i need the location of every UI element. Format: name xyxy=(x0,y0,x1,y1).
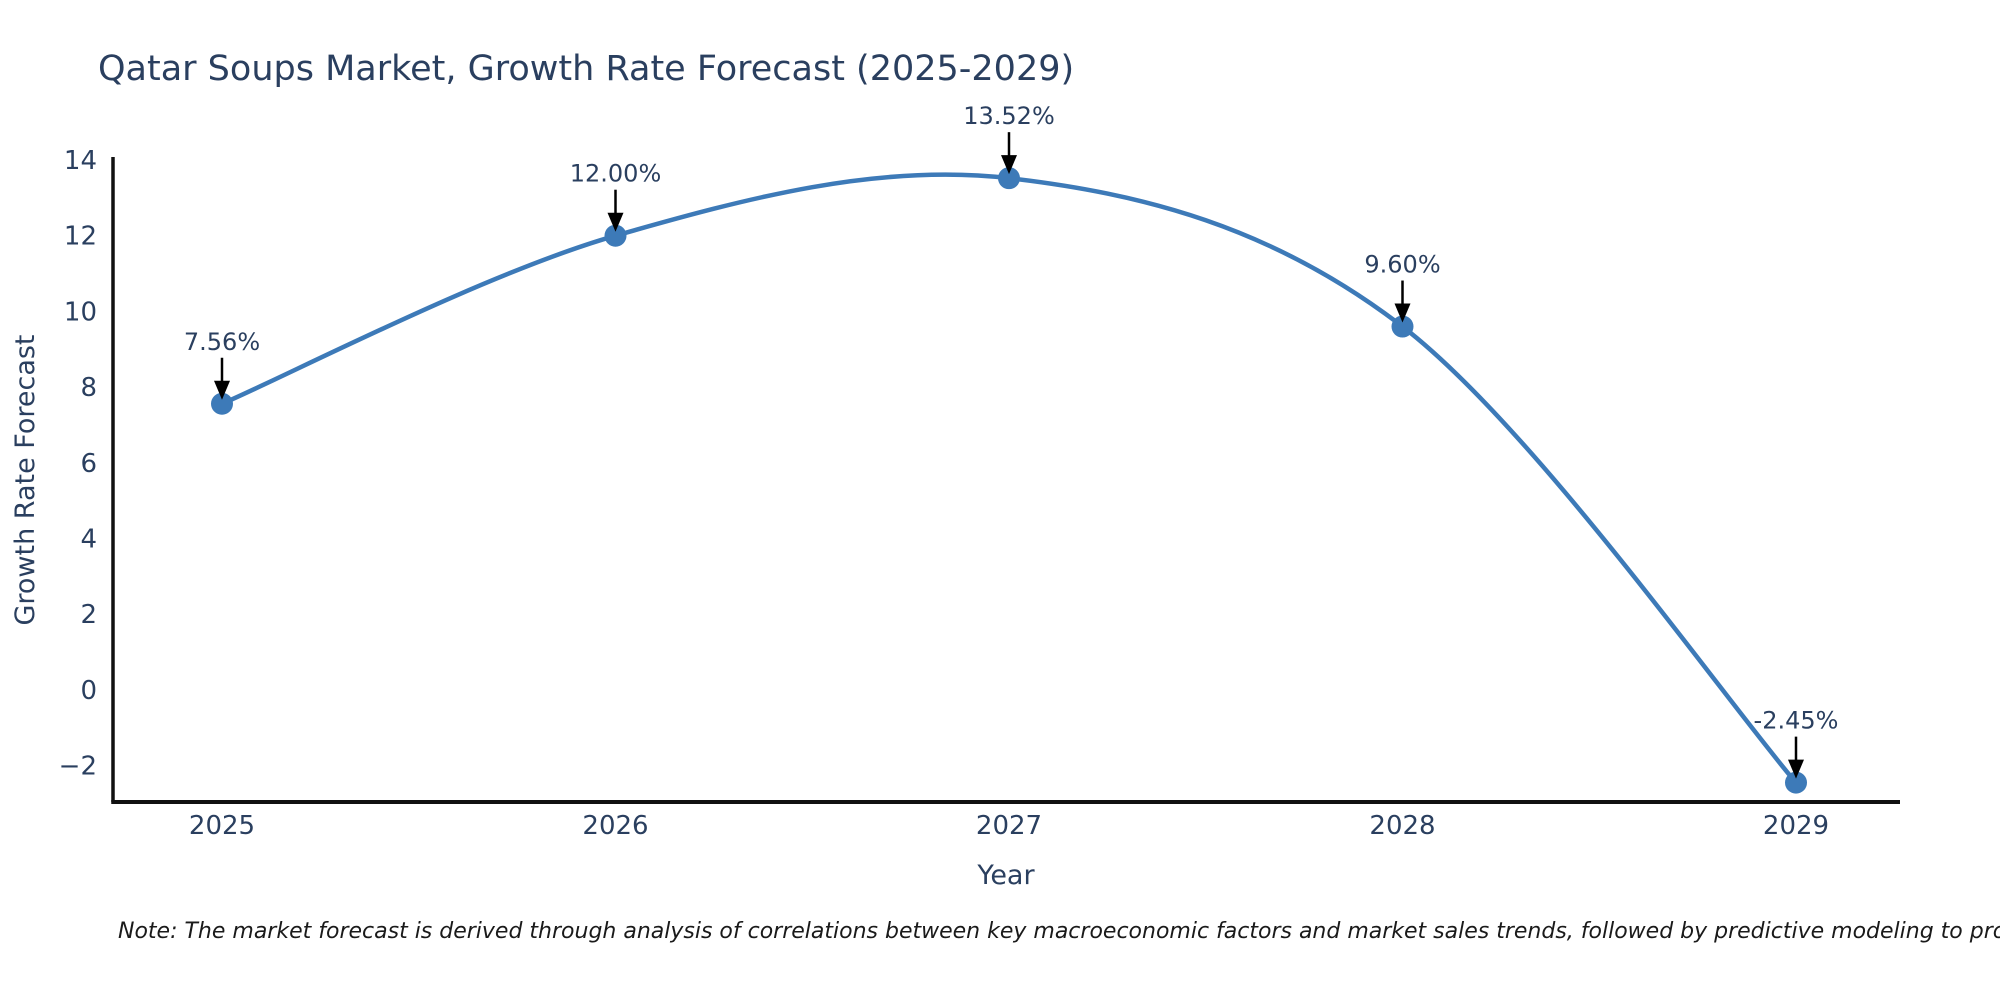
data-point-2027 xyxy=(998,167,1020,190)
y-tick-label: 14 xyxy=(64,146,97,176)
annotation-arrow-head xyxy=(214,380,230,400)
x-axis-title: Year xyxy=(976,860,1035,891)
data-point-2025 xyxy=(211,392,233,415)
y-tick-label: 4 xyxy=(80,525,97,555)
y-tick-label: 2 xyxy=(80,600,97,630)
y-axis-title: Growth Rate Forecast xyxy=(10,334,41,625)
y-tick-label: 6 xyxy=(80,449,97,479)
x-tick-label: 2027 xyxy=(976,811,1042,841)
x-tick-label: 2029 xyxy=(1763,811,1829,841)
y-tick-label: −2 xyxy=(59,752,97,782)
data-point-label: 13.52% xyxy=(963,102,1055,130)
y-tick-label: 12 xyxy=(64,222,97,252)
forecast-spline-line xyxy=(219,172,1799,785)
data-point-2026 xyxy=(604,224,627,247)
data-point-2028 xyxy=(1391,315,1414,338)
data-point-label: 9.60% xyxy=(1364,251,1440,279)
y-tick-label: 0 xyxy=(80,676,97,706)
x-tick-label: 2026 xyxy=(582,811,648,841)
plot-area: 14 12 10 8 6 4 2 0 −2 2025 2026 2027 2028 2029 7.56% 12… xyxy=(59,102,1900,841)
data-point-label: 12.00% xyxy=(570,160,662,188)
y-tick-label: 10 xyxy=(64,297,97,327)
data-point-label: 7.56% xyxy=(184,328,260,356)
x-tick-label: 2028 xyxy=(1369,811,1435,841)
footnote: Note: The market forecast is derived thr… xyxy=(118,919,2000,944)
data-point-label: -2.45% xyxy=(1754,707,1839,735)
annotation-arrow-head xyxy=(607,212,624,232)
x-tick-label: 2025 xyxy=(189,811,255,841)
annotation-arrow-head xyxy=(1001,155,1017,175)
y-tick-label: 8 xyxy=(80,373,97,403)
annotation-arrow-head xyxy=(1788,759,1804,779)
chart-title: Qatar Soups Market, Growth Rate Forecast… xyxy=(98,49,1074,89)
annotation-arrow-head xyxy=(1394,303,1411,323)
data-point-2029 xyxy=(1785,771,1807,794)
